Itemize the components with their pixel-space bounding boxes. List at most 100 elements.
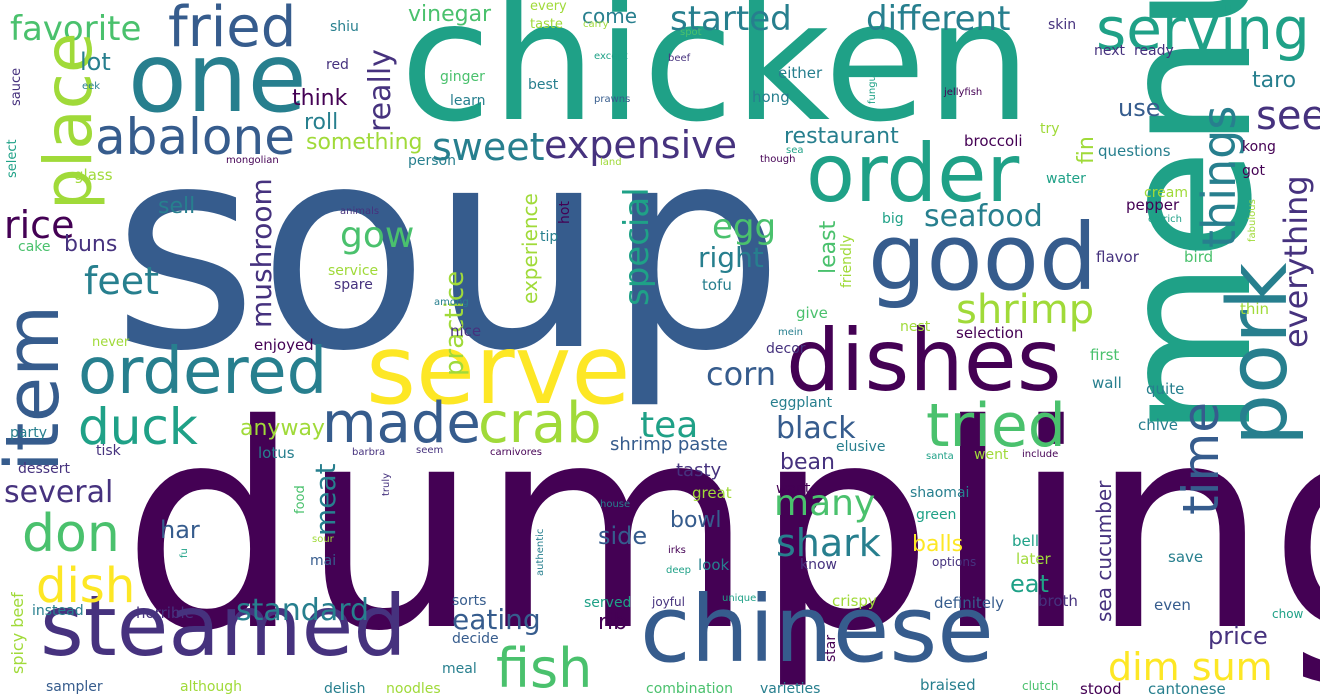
word-dumpling: dumpling [122,364,1320,693]
word-gow: gow [340,215,415,256]
word-broccoli: broccoli [964,132,1023,150]
word-eat: eat [1010,570,1049,598]
word-har: har [160,516,200,544]
word-ginger: ginger [440,69,485,85]
word-anyway: anyway [240,416,325,441]
word-use: use [1118,94,1161,122]
word-chow: chow [1272,607,1304,621]
word-sampler: sampler [46,679,103,695]
word-fin: fin [1074,136,1099,164]
word-mein: mein [778,327,804,338]
word-glass: glass [74,166,113,184]
word-options: options [932,555,977,569]
word-bowl: bowl [670,508,722,533]
word-elusive: elusive [836,439,886,455]
word-land: land [600,157,622,168]
word-bean: bean [780,450,835,475]
word-every: every [530,0,567,14]
word-fabulous: fabulous [1247,199,1258,242]
word-fried: fried [168,0,297,60]
word-think: think [292,86,348,111]
word-good: good [868,204,1098,311]
word-lot: lot [80,48,111,76]
word-different: different [866,0,1011,39]
word-look: look [698,556,730,574]
word-come: come [582,4,638,28]
word-joyful: joyful [652,595,685,609]
word-unique: unique [722,593,757,604]
word-time: time [1172,402,1230,515]
word-served: served [584,595,632,611]
word-even: even [1154,596,1191,614]
word-sea: sea [786,145,804,156]
word-experience: experience [518,193,542,304]
word-one: one [128,22,307,134]
word-ready: ready [1134,43,1174,59]
word-decor: decor [766,341,806,357]
word-started: started [670,0,792,39]
word-meat: meat [309,463,342,536]
word-nest: nest [900,319,931,335]
word-really: really [363,49,398,132]
word-got: got [1242,163,1265,179]
word-several: several [4,475,114,510]
word-cake: cake [18,239,51,255]
word-tea: tea [640,405,699,446]
word-rib: rib [598,610,628,635]
word-shrimp-paste: shrimp paste [610,434,728,455]
word-eating: eating [452,603,541,636]
word-green: green [916,507,957,523]
word-animals: animals [340,206,380,217]
word-best: best [528,77,559,93]
word-party: party [10,425,47,441]
word-selection: selection [956,324,1024,342]
word-crispy: crispy [832,592,877,610]
word-sour: sour [312,534,334,545]
word-clutch: clutch [1022,679,1059,693]
word-wall: wall [1092,374,1122,392]
word-enjoyed: enjoyed [254,336,314,354]
word-corn: corn [706,355,777,393]
word-serving: serving [1096,0,1310,63]
word-shark: shark [776,521,881,565]
word-except: except [594,51,628,62]
word-abalone: abalone [95,108,295,166]
word-favorite: favorite [10,9,142,49]
word-stood: stood [1080,680,1122,698]
word-cream: cream [1144,185,1188,201]
word-shrimp: shrimp [956,287,1095,333]
word-spare: spare [334,277,373,293]
word-restaurant: restaurant [784,124,899,149]
word-either: either [778,64,823,82]
word-hong: hong [752,88,790,106]
word-quite: quite [1146,380,1185,398]
word-sorts: sorts [452,593,487,609]
word-noodles: noodles [386,681,441,697]
word-sauce: sauce [9,67,24,106]
word-red: red [326,57,349,73]
word-include: include [1022,449,1059,460]
word-taro: taro [1252,68,1297,93]
word-spicy-beef: spicy beef [8,592,27,674]
word-made: made [322,391,481,456]
word-although: although [180,679,243,695]
word-know: know [800,557,837,573]
word-great: great [692,484,732,502]
word-house: house [600,499,631,510]
word-shiu: shiu [330,19,359,35]
word-select: select [5,139,20,178]
word-delish: delish [324,681,366,697]
word-dish: dish [36,558,136,614]
word-right: right [698,241,764,274]
word-water: water [1046,171,1086,187]
word-later: later [1016,550,1051,568]
word-dishes: dishes [786,311,1062,411]
word-item: item [0,304,76,472]
word-price: price [1208,622,1268,650]
word-chinese: chinese [640,576,994,683]
word-friendly: friendly [839,234,855,288]
word-instead: instead [32,603,84,619]
word-many: many [774,483,876,524]
word-roll: roll [304,110,339,135]
word-braised: braised [920,676,976,694]
